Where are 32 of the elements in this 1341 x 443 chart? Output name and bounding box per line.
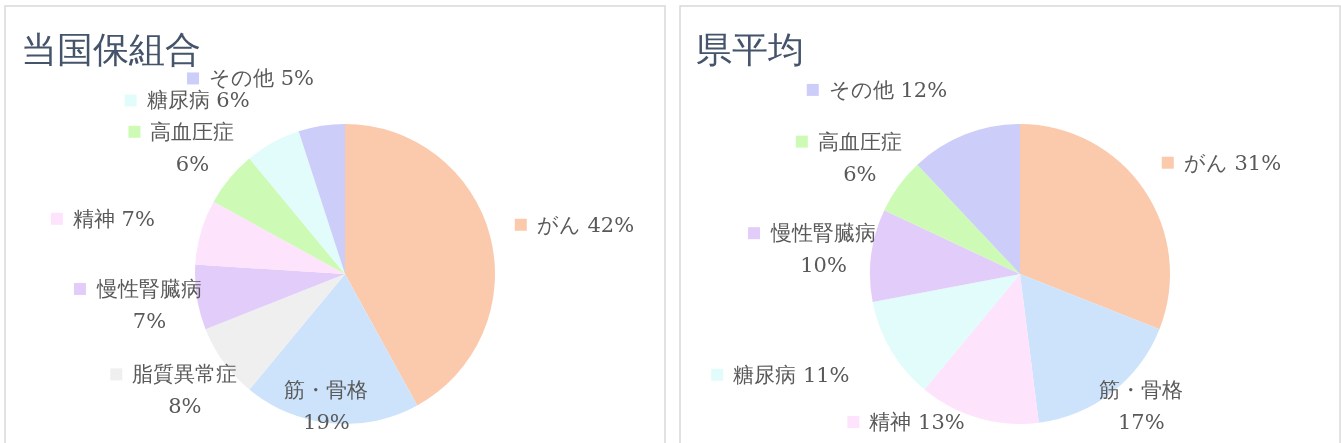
- legend-label: 慢性腎臓病: [95, 276, 202, 301]
- pie-slice: [213, 158, 345, 274]
- data-label: 7%: [132, 308, 167, 333]
- legend-label: その他 12%: [828, 77, 948, 102]
- legend-label: 高血圧症: [817, 129, 902, 154]
- legend-label: がん 31%: [1183, 150, 1282, 175]
- pie-slice: [249, 131, 345, 274]
- legend-label: がん 42%: [536, 212, 635, 237]
- pie-slice: [1020, 124, 1170, 330]
- legend-label: その他 5%: [209, 66, 315, 91]
- legend-label: 糖尿病 11%: [733, 362, 850, 387]
- data-label: 17%: [1118, 410, 1165, 434]
- pie-slice: [917, 124, 1020, 274]
- slice-label: 筋・骨格: [284, 378, 369, 402]
- legend-label: 糖尿病 6%: [146, 88, 250, 113]
- pie-slice: [298, 124, 345, 274]
- data-label: 6%: [843, 161, 877, 186]
- legend-label: 慢性腎臓病: [770, 221, 877, 246]
- pie-slice: [872, 274, 1020, 390]
- chart-title: 県平均: [696, 29, 804, 70]
- data-label: 6%: [175, 151, 210, 176]
- legend-label: 精神 7%: [72, 206, 155, 231]
- data-label: 8%: [168, 394, 202, 419]
- legend-label: 精神 13%: [869, 410, 965, 434]
- chart-title: 当国保組合: [21, 29, 201, 70]
- pie-slice: [884, 164, 1020, 274]
- legend-label: 高血圧症: [150, 119, 235, 144]
- legend-label: 脂質異常症: [132, 362, 238, 387]
- data-label: 19%: [303, 410, 350, 434]
- data-label: 10%: [800, 253, 847, 278]
- pie-slice: [195, 201, 345, 274]
- slice-label: 筋・骨格: [1099, 378, 1184, 402]
